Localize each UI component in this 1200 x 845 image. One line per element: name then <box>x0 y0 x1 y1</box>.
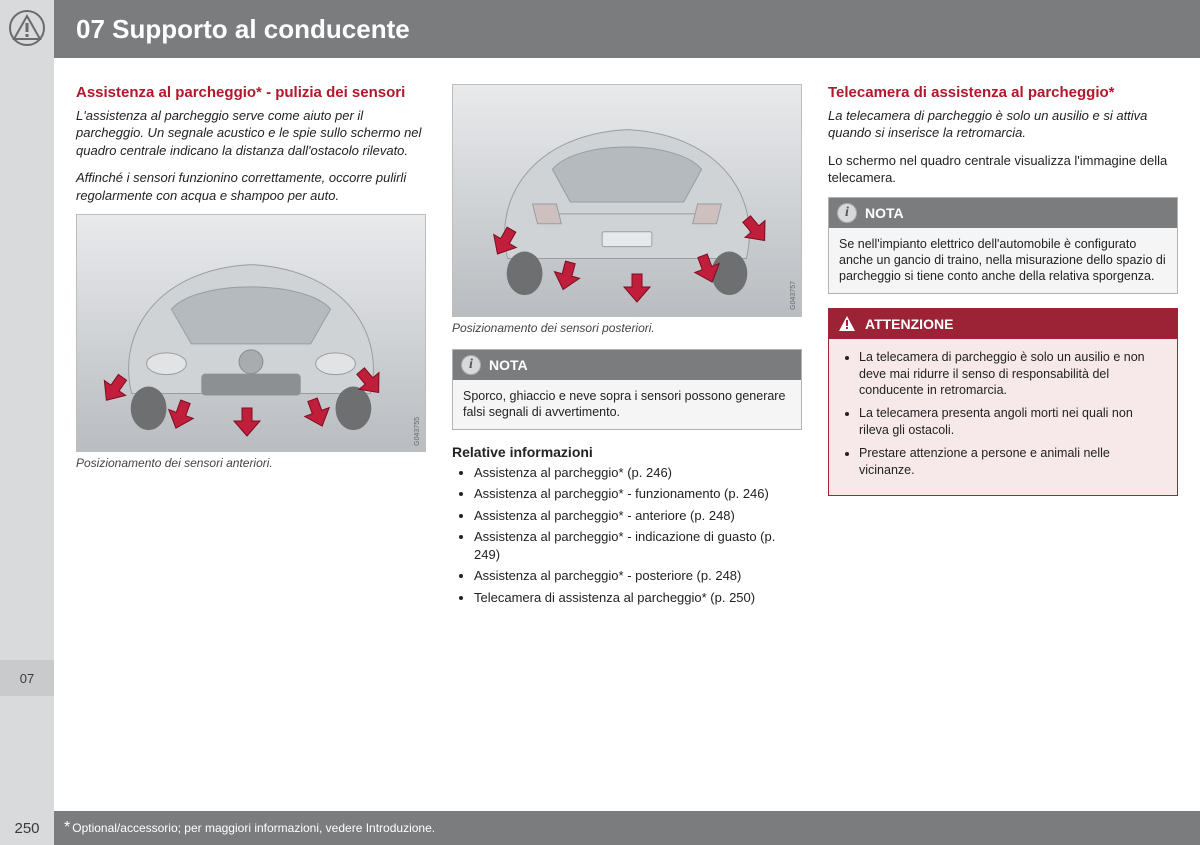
column-3: Telecamera di assistenza al parcheggio* … <box>828 84 1178 795</box>
figure-caption-rear: Posizionamento dei sensori posteriori. <box>452 321 802 335</box>
figure-code: G043757 <box>790 281 797 310</box>
section-title-sensors-cleaning: Assistenza al parcheggio* - pulizia dei … <box>76 84 426 103</box>
related-item: Assistenza al parcheggio* - indicazione … <box>474 528 802 563</box>
related-item: Assistenza al parcheggio* - funzionament… <box>474 485 802 503</box>
sensor-arrow <box>230 404 264 438</box>
nota-body: Se nell'impianto elettrico dell'automobi… <box>829 228 1177 293</box>
related-item: Assistenza al parcheggio* - posteriore (… <box>474 567 802 585</box>
figure-code: G043755 <box>414 417 421 446</box>
related-item: Assistenza al parcheggio* (p. 246) <box>474 464 802 482</box>
content-area: Assistenza al parcheggio* - pulizia dei … <box>76 84 1178 795</box>
nota-box-sensors: i NOTA Sporco, ghiaccio e neve sopra i s… <box>452 349 802 430</box>
nota-body: Sporco, ghiaccio e neve sopra i sensori … <box>453 380 801 429</box>
footnote-text: Optional/accessorio; per maggiori inform… <box>72 821 435 835</box>
warning-icon <box>837 314 857 334</box>
body-paragraph: Affinché i sensori funzionino correttame… <box>76 169 426 204</box>
figure-rear-sensors: G043757 <box>452 84 802 317</box>
figure-caption-front: Posizionamento dei sensori anteriori. <box>76 456 426 470</box>
sidebar-left: 07 <box>0 0 54 845</box>
figure-front-sensors: G043755 <box>76 214 426 452</box>
footnote-marker: * <box>64 819 70 837</box>
nota-label: NOTA <box>865 205 904 221</box>
footer-bar: * Optional/accessorio; per maggiori info… <box>54 811 1200 845</box>
attenzione-box: ATTENZIONE La telecamera di parcheggio è… <box>828 308 1178 496</box>
body-paragraph: Lo schermo nel quadro centrale visualizz… <box>828 152 1178 187</box>
attenzione-header: ATTENZIONE <box>829 309 1177 339</box>
attenzione-item: La telecamera di parcheggio è solo un au… <box>859 349 1165 400</box>
related-info-heading: Relative informazioni <box>452 444 802 460</box>
nota-label: NOTA <box>489 357 528 373</box>
info-icon: i <box>461 355 481 375</box>
chapter-header: 07 Supporto al conducente <box>54 0 1200 58</box>
warning-triangle-icon <box>9 10 45 46</box>
chapter-title: 07 Supporto al conducente <box>76 14 410 45</box>
nota-box-towhook: i NOTA Se nell'impianto elettrico dell'a… <box>828 197 1178 294</box>
attenzione-body: La telecamera di parcheggio è solo un au… <box>829 339 1177 495</box>
column-1: Assistenza al parcheggio* - pulizia dei … <box>76 84 426 795</box>
intro-paragraph: L'assistenza al parcheggio serve come ai… <box>76 107 426 160</box>
attenzione-label: ATTENZIONE <box>865 316 953 332</box>
related-item: Telecamera di assistenza al parcheggio* … <box>474 589 802 607</box>
related-info-list: Assistenza al parcheggio* (p. 246) Assis… <box>452 464 802 607</box>
attenzione-item: La telecamera presenta angoli morti nei … <box>859 405 1165 439</box>
section-title-camera: Telecamera di assistenza al parcheggio* <box>828 84 1178 103</box>
info-icon: i <box>837 203 857 223</box>
nota-header: i NOTA <box>829 198 1177 228</box>
sensor-arrow <box>620 270 654 304</box>
related-item: Assistenza al parcheggio* - anteriore (p… <box>474 507 802 525</box>
page-number: 250 <box>0 811 54 845</box>
attenzione-item: Prestare attenzione a persone e animali … <box>859 445 1165 479</box>
column-2: G043757 Posizionamento dei sensori poste… <box>452 84 802 795</box>
intro-paragraph: La telecamera di parcheggio è solo un au… <box>828 107 1178 142</box>
nota-header: i NOTA <box>453 350 801 380</box>
chapter-tab: 07 <box>0 660 54 696</box>
